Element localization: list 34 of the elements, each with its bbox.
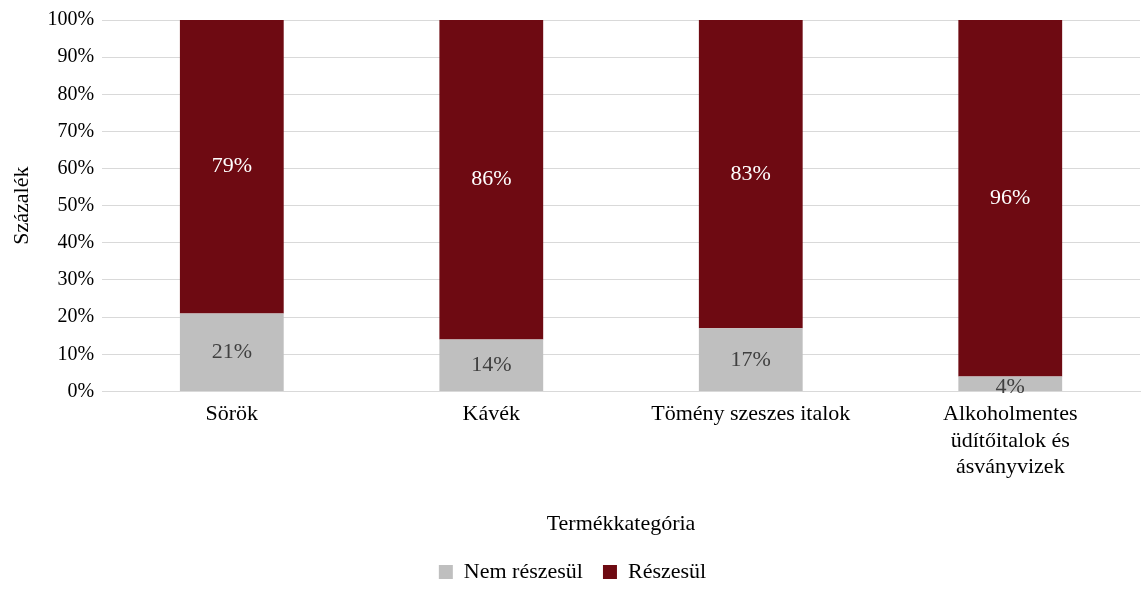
y-tick-label: 30% xyxy=(57,267,95,290)
y-tick-label: 80% xyxy=(57,81,95,104)
bar xyxy=(179,20,284,314)
y-tick-label: 90% xyxy=(57,44,95,67)
bar xyxy=(179,313,284,391)
y-tick-label: 10% xyxy=(57,341,95,364)
data-label: 83% xyxy=(730,159,771,185)
x-axis-title: Termékkategória xyxy=(546,509,696,535)
y-tick-label: 40% xyxy=(57,230,95,253)
bar xyxy=(698,328,803,391)
x-tick-label: Sörök xyxy=(205,400,259,426)
bar xyxy=(439,339,544,391)
y-tick-label: 60% xyxy=(57,155,95,178)
y-tick-label: 20% xyxy=(57,304,95,327)
data-label: 21% xyxy=(211,338,252,364)
data-label: 86% xyxy=(471,165,512,191)
x-tick-label: Kávék xyxy=(462,400,520,426)
x-tick-label: Alkoholmentes üdítőitalok és ásványvizek xyxy=(943,400,1078,479)
data-label: 14% xyxy=(471,351,512,377)
y-tick-label: 70% xyxy=(57,118,95,141)
y-tick-label: 50% xyxy=(57,192,95,215)
bar xyxy=(958,20,1063,377)
y-axis-title: Százalék xyxy=(7,166,33,245)
bar xyxy=(439,20,544,340)
data-label: 4% xyxy=(995,373,1025,399)
x-tick-label: Tömény szeszes italok xyxy=(651,400,851,426)
legend-label: Részesül xyxy=(627,557,707,583)
bar xyxy=(698,20,803,329)
y-tick-label: 100% xyxy=(47,7,95,30)
data-label: 96% xyxy=(990,184,1031,210)
legend-label: Nem részesül xyxy=(463,557,583,583)
data-label: 17% xyxy=(730,345,771,371)
y-tick-label: 0% xyxy=(67,378,95,401)
data-label: 79% xyxy=(211,152,252,178)
